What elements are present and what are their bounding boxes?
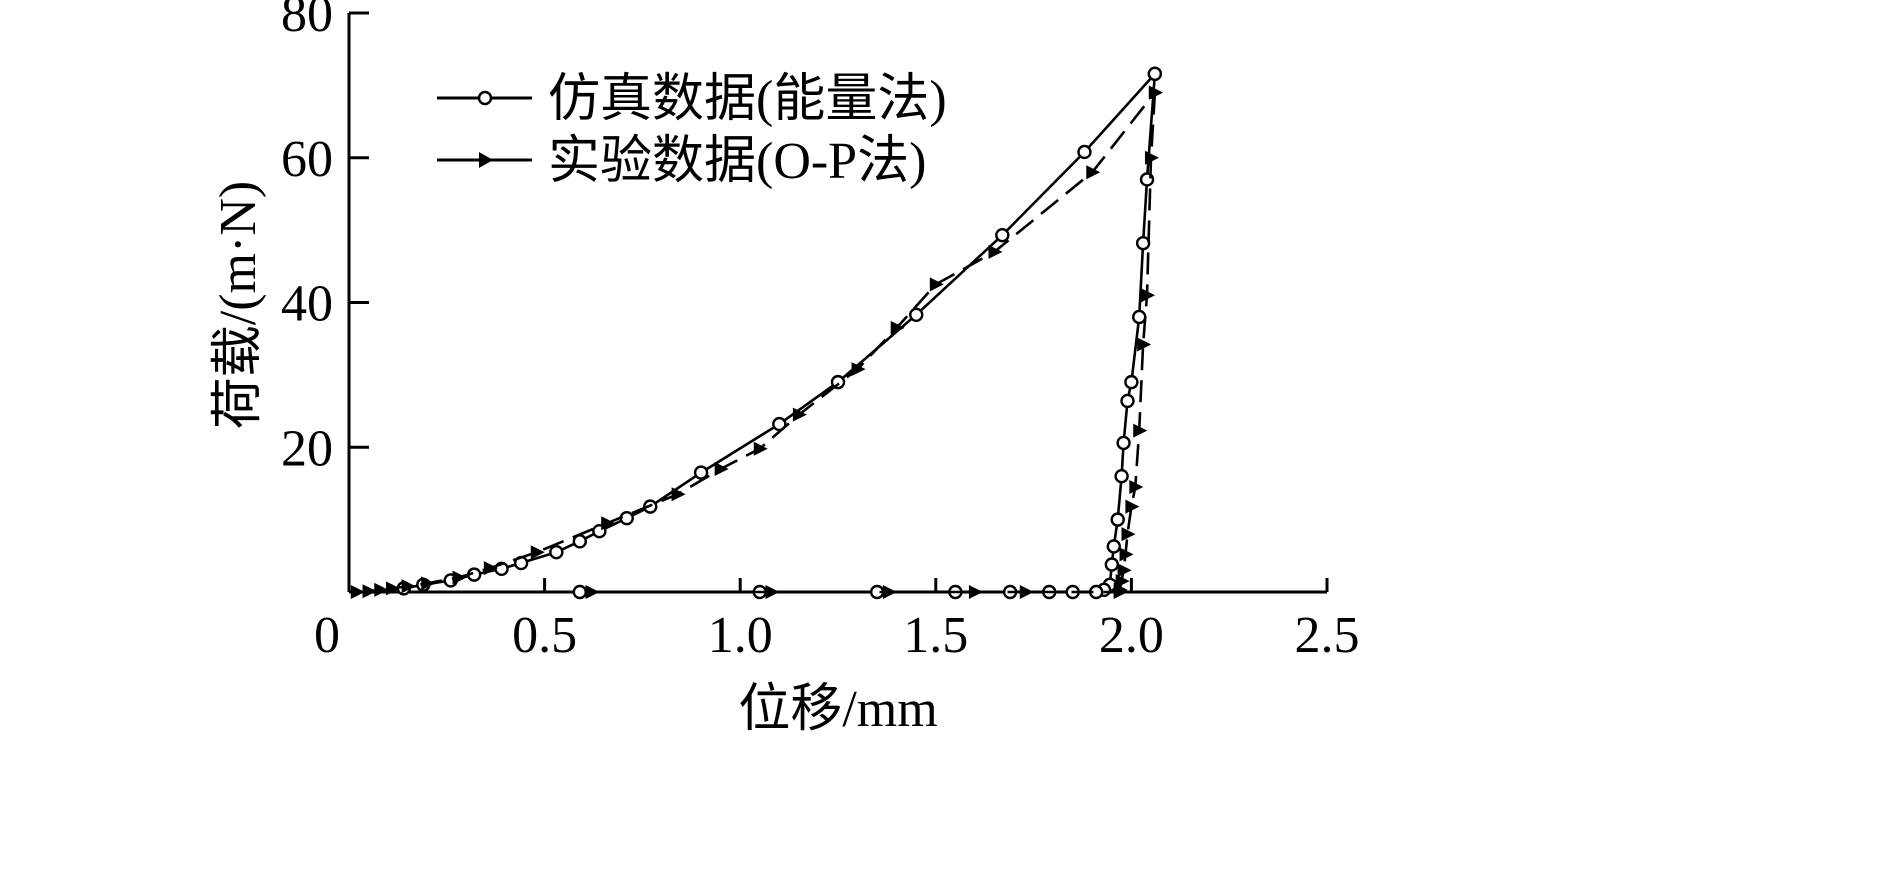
y-tick-label: 60 [281, 131, 333, 188]
data-point-triangle [1121, 527, 1136, 542]
data-point-triangle [1133, 423, 1148, 438]
data-point-triangle [350, 585, 365, 599]
data-point-triangle [1144, 150, 1159, 165]
data-point-triangle [1019, 585, 1034, 599]
x-tick-label: 1.5 [903, 607, 968, 664]
data-point-circle [1114, 469, 1129, 484]
x-ticks: 0 0.5 1.0 1.5 2.0 2.5 [314, 578, 1360, 664]
data-point-triangle [585, 585, 600, 599]
data-point-triangle [401, 579, 416, 594]
legend-item-experiment: 实验数据(O-P法) [437, 133, 926, 190]
data-point-circle [1106, 539, 1121, 554]
series-experiment [350, 85, 1163, 599]
data-point-triangle [765, 585, 780, 599]
data-point-triangle [1117, 563, 1132, 578]
x-tick-label: 2.5 [1295, 607, 1360, 664]
x-tick-label: 1.0 [708, 607, 773, 664]
data-point-circle [1110, 512, 1125, 527]
data-point-circle [1147, 66, 1163, 81]
data-point-circle [1120, 393, 1135, 409]
y-tick-label: 20 [281, 420, 333, 477]
y-tick-label: 40 [281, 276, 333, 333]
data-point-circle [1116, 435, 1131, 451]
data-point-triangle [1137, 337, 1152, 352]
y-axis-title: 荷载/(m·N) [210, 181, 267, 429]
data-point-triangle [753, 441, 768, 456]
data-point-triangle [1141, 288, 1156, 303]
plot-area [350, 66, 1163, 600]
data-point-triangle [851, 362, 866, 377]
y-tick-label: 80 [281, 0, 333, 43]
legend-label-experiment: 实验数据(O-P法) [548, 133, 926, 190]
data-point-triangle [1125, 499, 1140, 514]
legend-marker-circle [477, 90, 493, 106]
data-point-circle [693, 465, 709, 480]
data-point-triangle [882, 585, 897, 599]
data-point-circle [1132, 309, 1147, 325]
data-point-circle [549, 544, 564, 560]
x-axis-title: 位移/mm [738, 681, 937, 738]
data-point-circle [1124, 374, 1139, 390]
data-point-triangle [714, 461, 729, 476]
data-point-triangle [968, 585, 983, 599]
data-point-triangle [929, 277, 944, 292]
axes: 0 0.5 1.0 1.5 2.0 2.5 20 40 60 80 [281, 0, 1360, 664]
data-point-circle [909, 307, 924, 323]
data-point-triangle [671, 487, 686, 502]
data-point-circle [1104, 557, 1120, 572]
data-point-triangle [1119, 547, 1134, 562]
data-point-triangle [530, 545, 545, 560]
data-point-triangle [421, 576, 436, 591]
legend-marker-triangle [479, 152, 493, 168]
data-point-triangle [1148, 85, 1163, 100]
legend-label-simulation: 仿真数据(能量法) [548, 71, 947, 128]
legend-item-simulation: 仿真数据(能量法) [437, 71, 947, 128]
data-point-triangle [792, 407, 807, 422]
data-point-triangle [483, 561, 498, 576]
data-point-triangle [1113, 585, 1128, 599]
data-point-circle [1135, 235, 1151, 251]
x-tick-label: 0.5 [512, 607, 577, 664]
data-point-circle [572, 584, 588, 600]
data-point-triangle [1115, 574, 1130, 589]
data-point-triangle [386, 581, 401, 596]
data-point-triangle [452, 570, 467, 585]
legend: 仿真数据(能量法) 实验数据(O-P法) [437, 71, 947, 190]
data-point-triangle [1129, 480, 1144, 495]
series-simulation [396, 66, 1163, 600]
data-point-circle [1077, 144, 1092, 160]
data-point-triangle [362, 584, 377, 599]
data-point-triangle [374, 582, 389, 597]
data-point-circle [995, 227, 1010, 243]
y-ticks: 20 40 60 80 [281, 0, 369, 477]
data-point-triangle [601, 516, 616, 531]
x-tick-label: 2.0 [1099, 607, 1164, 664]
x-tick-label: 0 [314, 607, 340, 664]
data-point-triangle [1086, 165, 1101, 180]
data-point-triangle [988, 244, 1003, 259]
data-point-triangle [890, 320, 905, 335]
